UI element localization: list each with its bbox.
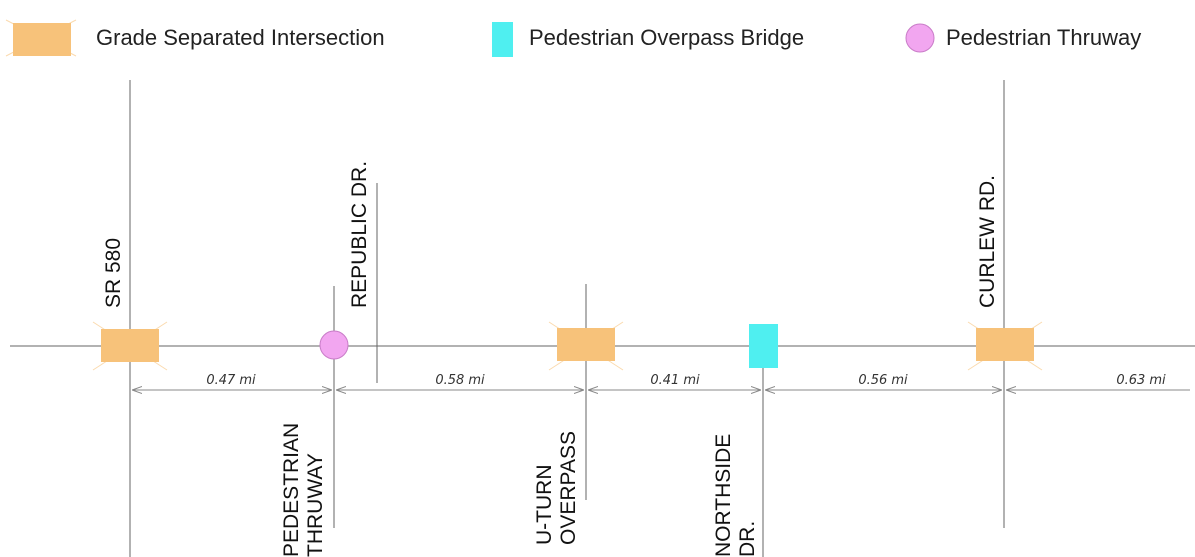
distance-label: 0.56 mi bbox=[858, 373, 908, 388]
pedestrian-thruway-swatch bbox=[905, 23, 935, 53]
crossing-label-u-turn-overpass: U-TURN OVERPASS bbox=[533, 431, 580, 545]
crossing-label-sr-580: SR 580 bbox=[102, 238, 125, 308]
crossing-label-curlew-rd: CURLEW RD. bbox=[976, 175, 999, 308]
legend-label: Grade Separated Intersection bbox=[96, 25, 385, 50]
u-turn-overpass-intersection-symbol bbox=[548, 321, 624, 371]
crossing-label-republic-dr: REPUBLIC DR. bbox=[348, 161, 371, 308]
legend-label: Pedestrian Thruway bbox=[946, 25, 1141, 50]
pedestrian-thruway-symbol bbox=[319, 330, 349, 360]
legend-item-grade-separated: Grade Separated Intersection bbox=[5, 19, 385, 57]
crossing-label-line: DR. bbox=[736, 521, 759, 557]
crossing-label-line: THRUWAY bbox=[304, 453, 327, 557]
crossing-label-line: NORTHSIDE bbox=[712, 434, 735, 557]
crossing-label-northside-dr: NORTHSIDE DR. bbox=[712, 428, 759, 557]
distance-label: 0.63 mi bbox=[1116, 373, 1166, 388]
sr-580-intersection-symbol bbox=[92, 321, 168, 371]
distance-label: 0.41 mi bbox=[650, 373, 700, 388]
curlew-rd-intersection-symbol bbox=[967, 321, 1043, 371]
northside-pedestrian-overpass-symbol bbox=[749, 324, 778, 368]
crossing-label-line: OVERPASS bbox=[557, 431, 580, 545]
crossing-label-line: U-TURN bbox=[533, 465, 556, 545]
pedestrian-overpass-swatch bbox=[492, 22, 513, 57]
legend-item-pedestrian-thruway: Pedestrian Thruway bbox=[905, 23, 1141, 53]
crossing-label-line: PEDESTRIAN bbox=[280, 423, 303, 557]
crossing-label-pedestrian-thruway: PEDESTRIAN THRUWAY bbox=[280, 417, 327, 557]
legend: Grade Separated Intersection Pedestrian … bbox=[5, 19, 1141, 57]
distance-label: 0.58 mi bbox=[435, 373, 485, 388]
legend-item-pedestrian-overpass: Pedestrian Overpass Bridge bbox=[492, 22, 804, 57]
grade-separated-swatch bbox=[13, 23, 71, 56]
distance-label: 0.47 mi bbox=[206, 373, 256, 388]
legend-label: Pedestrian Overpass Bridge bbox=[529, 25, 804, 50]
